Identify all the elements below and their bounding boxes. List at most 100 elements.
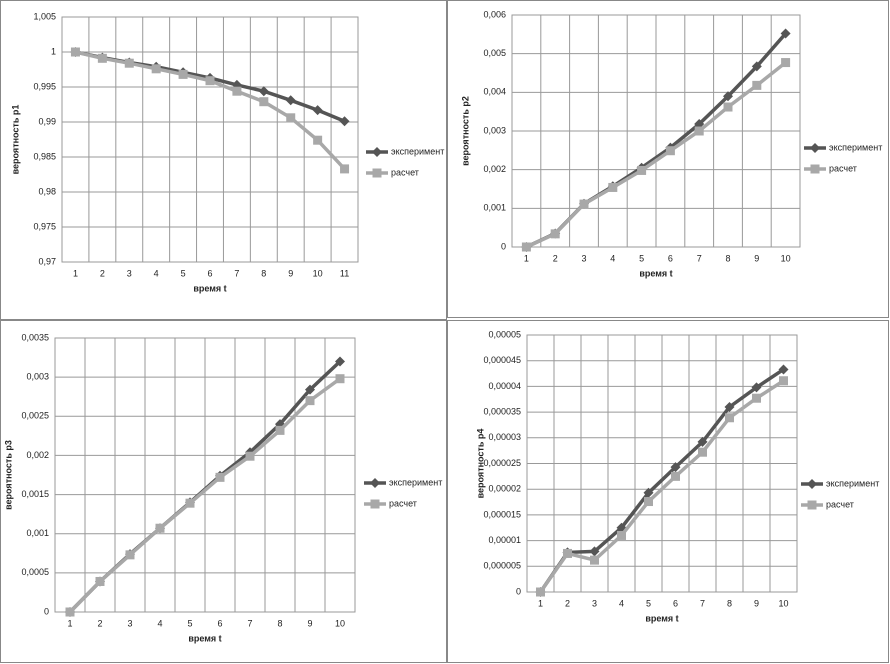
data-point [286,113,296,123]
y-tick-label: 1 [51,46,56,56]
x-tick-label: 4 [154,268,159,278]
data-point [608,182,618,192]
data-point [259,97,269,107]
x-axis-title: время t [193,283,226,293]
x-tick-label: 4 [619,598,624,608]
data-point [724,401,735,412]
x-tick-label: 1 [67,618,72,628]
y-tick-label: 0,0015 [21,489,49,499]
data-point [644,497,653,507]
legend-marker [370,499,380,509]
y-axis-title: вероятность р4 [475,429,485,499]
data-point [245,451,255,461]
y-tick-label: 0,000045 [483,355,521,365]
x-tick-label: 11 [340,268,349,278]
y-tick-label: 0,00005 [488,329,521,339]
x-tick-label: 4 [157,618,162,628]
data-point [563,548,572,558]
data-point [312,105,323,116]
x-tick-label: 10 [313,268,323,278]
y-tick-label: 0,97 [38,256,56,266]
data-point [617,530,626,540]
y-axis-title: вероятность р2 [460,96,470,166]
x-tick-label: 5 [187,618,192,628]
data-point [752,393,761,403]
data-point [637,165,647,175]
x-tick-label: 5 [181,268,186,278]
data-point [155,523,165,533]
data-point [781,58,791,68]
legend-marker [810,143,820,153]
x-tick-label: 1 [538,598,543,608]
data-point [335,374,345,384]
legend-label: расчет [389,498,417,508]
x-tick-label: 9 [288,268,293,278]
x-tick-label: 8 [277,618,282,628]
legend-label: расчет [826,499,854,509]
data-point [698,447,707,457]
legend-marker [372,147,382,157]
x-axis-title: время t [639,268,672,278]
y-tick-label: 0,002 [483,164,506,174]
data-point [151,64,161,74]
legend-label: расчет [391,167,419,177]
data-point [670,462,681,473]
x-tick-label: 9 [307,618,312,628]
y-tick-label: 0 [501,241,506,251]
data-point [275,425,285,435]
y-tick-label: 0,00004 [488,381,521,391]
data-point [697,436,708,447]
x-tick-label: 3 [581,253,586,263]
data-point [778,364,789,375]
data-point [65,607,75,617]
x-tick-label: 7 [697,253,702,263]
x-tick-label: 3 [127,618,132,628]
data-point [550,229,560,239]
data-point [335,356,345,367]
data-point [671,471,680,481]
x-tick-label: 4 [610,253,615,263]
x-tick-label: 6 [217,618,222,628]
y-tick-label: 0,003 [483,125,506,135]
x-tick-label: 7 [700,598,705,608]
data-point [97,53,107,63]
y-tick-label: 0,001 [483,203,506,213]
legend-marker [807,479,817,489]
data-point [258,86,269,97]
y-tick-label: 0,000005 [483,561,521,571]
data-point [178,69,188,79]
x-tick-label: 8 [261,268,266,278]
series-line [68,377,342,614]
y-tick-label: 0,004 [483,87,506,97]
y-tick-label: 0,985 [33,151,56,161]
y-tick-label: 0,00002 [488,484,521,494]
data-point [313,135,323,145]
x-tick-label: 6 [673,598,678,608]
legend-label: эксперимент [829,142,882,152]
legend-marker [807,500,817,510]
x-tick-label: 2 [97,618,102,628]
x-tick-label: 9 [754,253,759,263]
y-tick-label: 0,98 [38,186,56,196]
data-point [779,376,788,386]
x-tick-label: 2 [565,598,570,608]
data-point [339,116,350,127]
data-point [665,146,675,156]
data-point [751,382,762,393]
data-point [285,95,296,106]
data-point [95,576,105,586]
data-point [305,384,315,395]
y-tick-label: 0 [516,586,521,596]
data-point [752,80,762,90]
x-tick-label: 5 [639,253,644,263]
x-tick-label: 3 [592,598,597,608]
legend-marker [810,164,820,174]
data-point [780,28,791,39]
x-tick-label: 3 [127,268,132,278]
data-point [305,396,315,406]
data-point [694,126,704,136]
x-axis-title: время t [645,613,678,623]
x-tick-label: 10 [778,598,788,608]
data-point [723,91,733,102]
